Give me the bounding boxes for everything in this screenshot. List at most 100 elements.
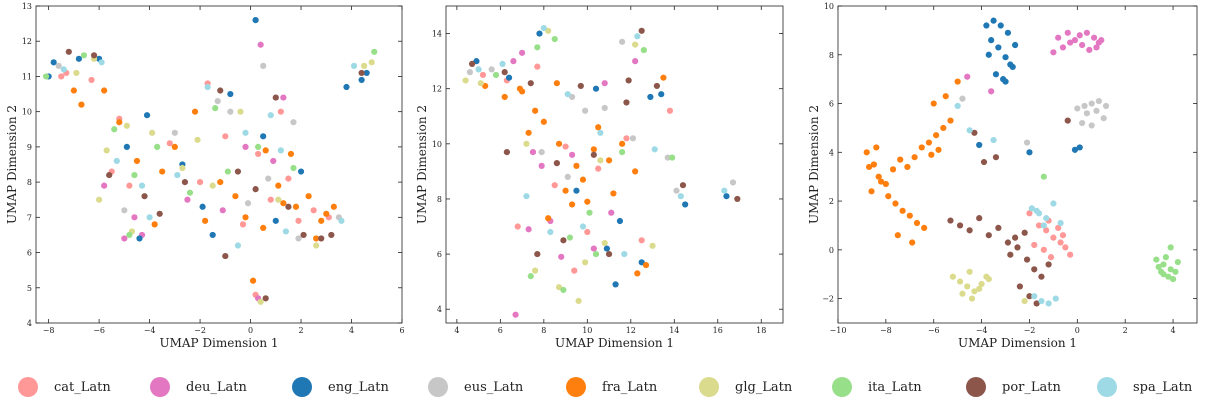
point-eng_Latn (358, 76, 365, 84)
point-fra_Latn (873, 144, 880, 151)
chart-panel-3: −10 −8 −6 −4 −2 0 2 4 −2 0 2 4 6 8 10 UMAP Dimension 1 U… (807, 2, 1198, 350)
y-tick-label: 4 (437, 305, 442, 314)
x-tick-label: −4 (976, 326, 988, 335)
point-ita_Latn (534, 44, 541, 51)
point-por_Latn (590, 151, 597, 158)
point-por_Latn (625, 77, 632, 84)
point-fra_Latn (262, 147, 269, 154)
point-por_Latn (468, 60, 476, 67)
point-eng_Latn (983, 22, 990, 29)
y-tick-label: 11 (22, 72, 32, 81)
point-ita_Latn (492, 71, 500, 79)
point-por_Latn (252, 186, 259, 193)
point-fra_Latn (562, 187, 569, 194)
point-deu_Latn (1079, 41, 1086, 49)
legend-label-5: glg_Latn (735, 379, 793, 395)
point-cat_Latn (255, 150, 262, 158)
point-fra_Latn (78, 101, 85, 108)
plot-frame (837, 5, 1198, 324)
point-spa_Latn (1038, 297, 1045, 305)
point-fra_Latn (501, 93, 508, 101)
point-deu_Latn (242, 143, 249, 150)
point-eng_Latn (985, 51, 992, 58)
x-axis-label: UMAP Dimension 1 (159, 336, 278, 350)
point-spa_Latn (174, 171, 181, 179)
point-eng_Latn (658, 91, 665, 98)
point-por_Latn (1045, 261, 1052, 268)
x-tick-label: 4 (349, 326, 354, 335)
point-eng_Latn (260, 133, 267, 140)
x-tick-label: 8 (541, 326, 546, 335)
point-fra_Latn (532, 107, 539, 114)
point-spa_Latn (523, 193, 530, 200)
point-fra_Latn (305, 193, 312, 200)
x-tick-label: 6 (498, 326, 503, 335)
point-deu_Latn (590, 245, 597, 252)
y-tick-label: 12 (22, 37, 32, 46)
point-eus_Latn (1083, 110, 1091, 117)
point-cat_Latn (571, 267, 578, 274)
point-glg_Latn (361, 62, 368, 69)
point-fra_Latn (202, 217, 209, 224)
point-eng_Latn (647, 93, 654, 101)
y-tick-label: 6 (27, 249, 32, 258)
point-por_Latn (577, 82, 584, 90)
point-eng_Latn (995, 44, 1002, 51)
point-spa_Latn (1052, 295, 1059, 302)
legend-swatch-6 (832, 377, 852, 397)
point-fra_Latn (866, 163, 873, 171)
point-cat_Latn (638, 237, 645, 244)
point-fra_Latn (882, 180, 889, 188)
point-fra_Latn (275, 182, 282, 189)
point-spa_Latn (138, 182, 146, 189)
point-cat_Latn (1043, 227, 1050, 234)
x-tick-label: −6 (928, 326, 940, 335)
point-fra_Latn (894, 232, 901, 239)
point-glg_Latn (983, 273, 990, 280)
point-glg_Latn (103, 147, 110, 154)
point-glg_Latn (149, 129, 156, 136)
legend-item-0: cat_Latn (18, 372, 111, 402)
point-fra_Latn (933, 132, 940, 139)
legend-label-4: fra_Latn (602, 379, 658, 395)
point-por_Latn (106, 171, 113, 179)
point-fra_Latn (940, 124, 947, 132)
point-fra_Latn (947, 117, 954, 124)
point-cat_Latn (196, 179, 204, 186)
x-tick-label: −8 (43, 326, 55, 335)
point-por_Latn (262, 295, 269, 302)
point-deu_Latn (131, 214, 138, 221)
point-spa_Latn (113, 157, 120, 165)
point-por_Latn (503, 148, 510, 156)
point-por_Latn (285, 203, 292, 210)
point-deu_Latn (1090, 34, 1098, 41)
point-cat_Latn (623, 135, 630, 142)
point-ita_Latn (1165, 273, 1172, 280)
x-tick-label: −2 (1024, 326, 1036, 335)
plot-frame (445, 5, 784, 324)
point-por_Latn (976, 215, 983, 222)
point-deu_Latn (1067, 39, 1074, 46)
x-tick-label: 10 (582, 326, 592, 335)
point-fra_Latn (191, 108, 199, 115)
point-glg_Latn (976, 285, 983, 292)
point-eng_Latn (990, 17, 997, 24)
point-por_Latn (318, 235, 325, 242)
point-fra_Latn (870, 161, 878, 168)
point-glg_Latn (597, 157, 604, 164)
point-eus_Latn (538, 148, 545, 156)
point-eus_Latn (629, 135, 637, 142)
point-eng_Latn (992, 71, 1000, 78)
point-spa_Latn (1028, 205, 1035, 212)
point-ita_Latn (80, 52, 88, 59)
point-por_Latn (947, 217, 954, 224)
point-eng_Latn (136, 235, 143, 242)
point-glg_Latn (194, 136, 201, 143)
point-cat_Latn (1026, 210, 1033, 217)
point-fra_Latn (159, 168, 166, 175)
point-eng_Latn (1076, 144, 1083, 151)
point-eng_Latn (616, 217, 624, 225)
point-spa_Latn (499, 60, 506, 67)
point-spa_Latn (677, 193, 684, 200)
point-eng_Latn (75, 55, 83, 62)
